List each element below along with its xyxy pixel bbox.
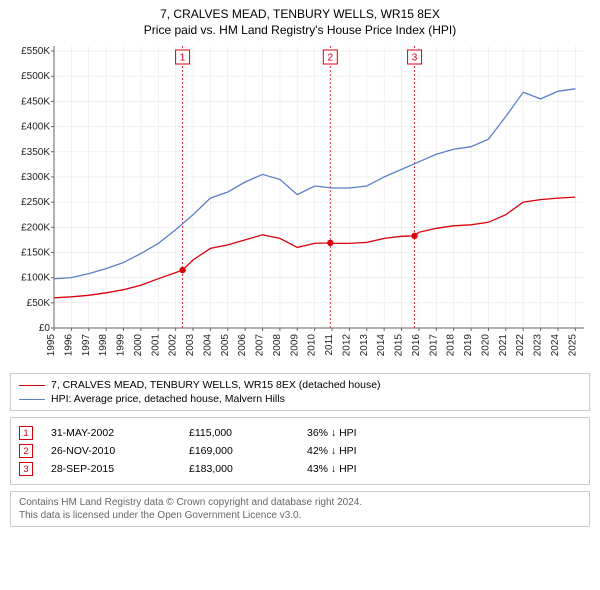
transaction-marker: 3 <box>19 462 33 476</box>
x-tick-label: 1998 <box>98 334 109 357</box>
transaction-delta: 42% ↓ HPI <box>307 445 581 457</box>
transaction-date: 31-MAY-2002 <box>51 427 171 439</box>
y-tick-label: £200K <box>21 223 50 234</box>
transaction-price: £183,000 <box>189 463 289 475</box>
legend-item: HPI: Average price, detached house, Malv… <box>19 392 581 406</box>
x-tick-label: 2020 <box>480 334 491 357</box>
y-tick-label: £550K <box>21 46 50 57</box>
x-tick-label: 1996 <box>63 334 74 357</box>
transaction-row: 1 31-MAY-2002 £115,000 36% ↓ HPI <box>19 424 581 442</box>
transaction-price: £115,000 <box>189 427 289 439</box>
x-tick-label: 2021 <box>498 334 509 357</box>
y-tick-label: £250K <box>21 197 50 208</box>
transaction-marker: 1 <box>19 426 33 440</box>
title-line2: Price paid vs. HM Land Registry's House … <box>10 22 590 38</box>
license-footer: Contains HM Land Registry data © Crown c… <box>10 491 590 527</box>
y-tick-label: £100K <box>21 273 50 284</box>
x-tick-label: 2023 <box>533 334 544 357</box>
x-tick-label: 2016 <box>411 334 422 357</box>
transaction-marker: 2 <box>19 444 33 458</box>
x-tick-label: 1997 <box>81 334 92 357</box>
x-tick-label: 2024 <box>550 334 561 357</box>
x-tick-label: 2018 <box>446 334 457 357</box>
y-tick-label: £150K <box>21 248 50 259</box>
title-line1: 7, CRALVES MEAD, TENBURY WELLS, WR15 8EX <box>10 6 590 22</box>
chart-title: 7, CRALVES MEAD, TENBURY WELLS, WR15 8EX… <box>10 6 590 38</box>
transaction-delta: 43% ↓ HPI <box>307 463 581 475</box>
chart-svg: 1 2 3 £0 £50K £100K £150K £200K £250K £300K £350K £… <box>10 42 590 362</box>
x-tick-label: 2004 <box>202 334 213 357</box>
x-tick-label: 2002 <box>168 334 179 357</box>
y-tick-label: £350K <box>21 147 50 158</box>
transaction-price: £169,000 <box>189 445 289 457</box>
legend-item: 7, CRALVES MEAD, TENBURY WELLS, WR15 8EX… <box>19 378 581 392</box>
sale-marker-dot <box>327 240 333 246</box>
legend-swatch <box>19 385 45 386</box>
transaction-date: 28-SEP-2015 <box>51 463 171 475</box>
x-tick-label: 2025 <box>567 334 578 357</box>
x-tick-label: 2019 <box>463 334 474 357</box>
x-tick-label: 2008 <box>272 334 283 357</box>
legend-label: HPI: Average price, detached house, Malv… <box>51 393 285 405</box>
legend-swatch <box>19 399 45 400</box>
x-tick-label: 2011 <box>324 334 335 356</box>
sale-marker-number: 2 <box>328 53 334 64</box>
legend-label: 7, CRALVES MEAD, TENBURY WELLS, WR15 8EX… <box>51 379 381 391</box>
x-tick-label: 2013 <box>359 334 370 357</box>
transaction-row: 2 26-NOV-2010 £169,000 42% ↓ HPI <box>19 442 581 460</box>
footer-line1: Contains HM Land Registry data © Crown c… <box>19 496 581 509</box>
x-tick-label: 2010 <box>307 334 318 357</box>
x-tick-label: 2017 <box>428 334 439 357</box>
x-tick-label: 2000 <box>133 334 144 357</box>
sale-marker-dot <box>179 267 185 273</box>
x-tick-label: 2015 <box>394 334 405 357</box>
y-tick-label: £500K <box>21 72 50 83</box>
x-tick-label: 2022 <box>515 334 526 357</box>
x-tick-label: 2014 <box>376 334 387 357</box>
transactions-table: 1 31-MAY-2002 £115,000 36% ↓ HPI 2 26-NOV-201… <box>10 417 590 485</box>
x-tick-label: 2001 <box>150 334 161 357</box>
transaction-row: 3 28-SEP-2015 £183,000 43% ↓ HPI <box>19 460 581 478</box>
transaction-date: 26-NOV-2010 <box>51 445 171 457</box>
x-tick-label: 1995 <box>46 334 57 357</box>
x-tick-label: 2003 <box>185 334 196 357</box>
x-tick-label: 2007 <box>255 334 266 357</box>
legend: 7, CRALVES MEAD, TENBURY WELLS, WR15 8EX… <box>10 373 590 411</box>
sale-marker-number: 1 <box>180 53 186 64</box>
y-tick-label: £0 <box>39 323 51 334</box>
x-tick-label: 1999 <box>116 334 127 357</box>
y-tick-label: £50K <box>27 298 51 309</box>
transaction-delta: 36% ↓ HPI <box>307 427 581 439</box>
x-tick-label: 2012 <box>341 334 352 357</box>
x-tick-label: 2009 <box>289 334 300 357</box>
y-tick-label: £450K <box>21 97 50 108</box>
x-tick-label: 2005 <box>220 334 231 357</box>
y-tick-label: £300K <box>21 172 50 183</box>
sale-marker-dot <box>411 233 417 239</box>
sale-marker-number: 3 <box>412 53 418 64</box>
price-chart: 1 2 3 £0 £50K £100K £150K £200K £250K £300K £350K £… <box>10 42 590 367</box>
footer-line2: This data is licensed under the Open Gov… <box>19 509 581 522</box>
y-tick-label: £400K <box>21 122 50 133</box>
x-tick-label: 2006 <box>237 334 248 357</box>
